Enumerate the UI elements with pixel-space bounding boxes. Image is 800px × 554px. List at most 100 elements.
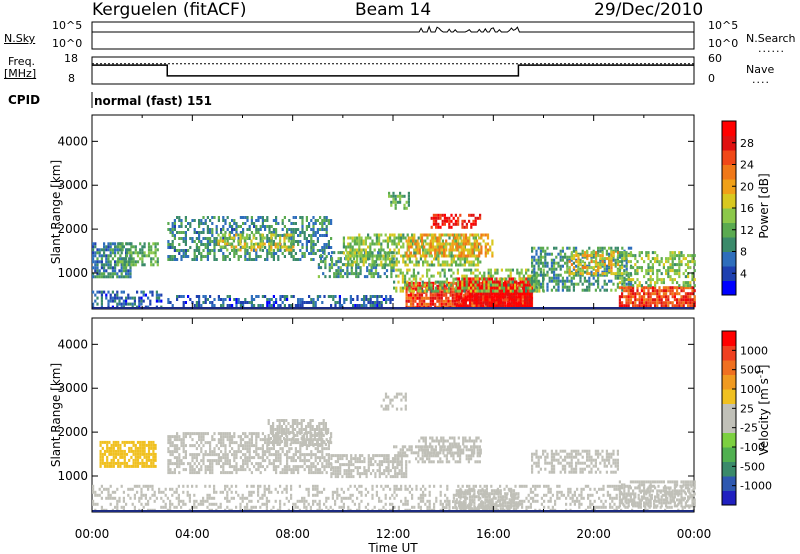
heatmap-cell bbox=[204, 237, 207, 240]
heatmap-cell bbox=[325, 228, 328, 231]
heatmap-cell bbox=[259, 255, 262, 258]
heatmap-cell bbox=[505, 493, 508, 497]
heatmap-cell bbox=[334, 301, 337, 304]
heatmap-cell bbox=[228, 242, 231, 246]
heatmap-cell bbox=[645, 292, 648, 296]
heatmap-cell bbox=[616, 246, 619, 250]
heatmap-cell bbox=[272, 301, 275, 304]
heatmap-cell bbox=[383, 272, 386, 276]
heatmap-cell bbox=[334, 304, 337, 307]
heatmap-cell bbox=[411, 496, 414, 500]
heatmap-cell bbox=[482, 239, 485, 243]
heatmap-cell bbox=[96, 266, 99, 270]
heatmap-cell bbox=[136, 458, 140, 462]
heatmap-cell bbox=[290, 231, 293, 234]
heatmap-cell bbox=[458, 251, 461, 255]
heatmap-cell bbox=[359, 266, 362, 270]
heatmap-cell bbox=[421, 289, 424, 293]
heatmap-cell bbox=[116, 248, 119, 252]
heatmap-cell bbox=[250, 216, 253, 219]
heatmap-cell bbox=[112, 464, 115, 468]
heatmap-cell bbox=[687, 292, 690, 296]
heatmap-cell bbox=[408, 260, 411, 264]
heatmap-cell bbox=[279, 298, 282, 301]
heatmap-cell bbox=[345, 257, 348, 261]
heatmap-cell bbox=[127, 275, 130, 279]
heatmap-cell bbox=[114, 254, 117, 258]
heatmap-cell bbox=[198, 301, 201, 304]
heatmap-cell bbox=[649, 281, 652, 285]
heatmap-cell bbox=[557, 273, 560, 277]
heatmap-cell bbox=[292, 237, 295, 240]
heatmap-cell bbox=[472, 280, 475, 284]
heatmap-cell bbox=[358, 484, 361, 488]
heatmap-cell bbox=[389, 248, 392, 252]
heatmap-cell bbox=[204, 298, 207, 301]
heatmap-cell bbox=[105, 275, 108, 279]
heatmap-cell bbox=[239, 248, 242, 252]
heatmap-cell bbox=[407, 281, 410, 285]
heatmap-cell bbox=[261, 219, 264, 222]
heatmap-cell bbox=[450, 260, 453, 264]
heatmap-cell bbox=[506, 304, 509, 308]
heatmap-cell bbox=[364, 254, 367, 258]
heatmap-cell bbox=[429, 281, 432, 285]
heatmap-cell bbox=[518, 499, 521, 503]
heatmap-cell bbox=[178, 219, 181, 222]
heatmap-cell bbox=[660, 278, 663, 282]
heatmap-cell bbox=[460, 245, 463, 249]
heatmap-cell bbox=[337, 260, 340, 264]
heatmap-cell bbox=[467, 242, 470, 246]
heatmap-cell bbox=[96, 290, 99, 294]
heatmap-cell bbox=[217, 242, 220, 246]
heatmap-cell bbox=[614, 246, 617, 250]
heatmap-cell bbox=[538, 289, 541, 293]
heatmap-cell bbox=[255, 255, 258, 258]
heatmap-cell bbox=[143, 464, 146, 468]
heatmap-cell bbox=[405, 293, 408, 297]
heatmap-cell bbox=[554, 502, 557, 506]
heatmap-cell bbox=[456, 302, 459, 306]
heatmap-cell bbox=[139, 440, 142, 444]
heatmap-cell bbox=[242, 216, 245, 219]
heatmap-cell bbox=[430, 286, 433, 290]
heatmap-cell bbox=[195, 295, 198, 298]
heatmap-cell bbox=[136, 440, 140, 444]
heatmap-cell bbox=[533, 279, 536, 283]
heatmap-cell bbox=[419, 496, 422, 500]
heatmap-cell bbox=[440, 299, 443, 303]
heatmap-cell bbox=[684, 284, 687, 288]
heatmap-cell bbox=[393, 286, 396, 290]
heatmap-cell bbox=[566, 264, 569, 268]
heatmap-cell bbox=[414, 299, 417, 303]
heatmap-cell bbox=[364, 487, 367, 491]
heatmap-cell bbox=[374, 272, 378, 276]
heatmap-cell bbox=[206, 216, 209, 219]
heatmap-cell bbox=[393, 248, 396, 252]
heatmap-cell bbox=[462, 251, 465, 255]
heatmap-cell bbox=[476, 268, 479, 272]
heatmap-cell bbox=[624, 484, 627, 488]
heatmap-cell bbox=[384, 496, 387, 500]
heatmap-cell bbox=[279, 304, 282, 307]
heatmap-cell bbox=[448, 505, 451, 509]
heatmap-cell bbox=[285, 245, 288, 249]
heatmap-cell bbox=[132, 440, 135, 444]
heatmap-cell bbox=[297, 243, 300, 246]
heatmap-cell bbox=[647, 254, 650, 258]
heatmap-cell bbox=[429, 248, 432, 252]
heatmap-cell bbox=[202, 222, 205, 225]
heatmap-cell bbox=[531, 264, 534, 268]
heatmap-cell bbox=[438, 290, 441, 294]
heatmap-cell bbox=[446, 219, 449, 223]
heatmap-cell bbox=[395, 274, 398, 278]
heatmap-cell bbox=[439, 216, 442, 220]
heatmap-cell bbox=[512, 298, 516, 302]
heatmap-cell bbox=[221, 490, 224, 494]
heatmap-cell bbox=[147, 499, 150, 503]
heatmap-cell bbox=[123, 257, 126, 261]
heatmap-cell bbox=[423, 245, 426, 249]
heatmap-cell bbox=[665, 269, 668, 273]
heatmap-cell bbox=[319, 249, 322, 252]
heatmap-cell bbox=[557, 288, 560, 292]
